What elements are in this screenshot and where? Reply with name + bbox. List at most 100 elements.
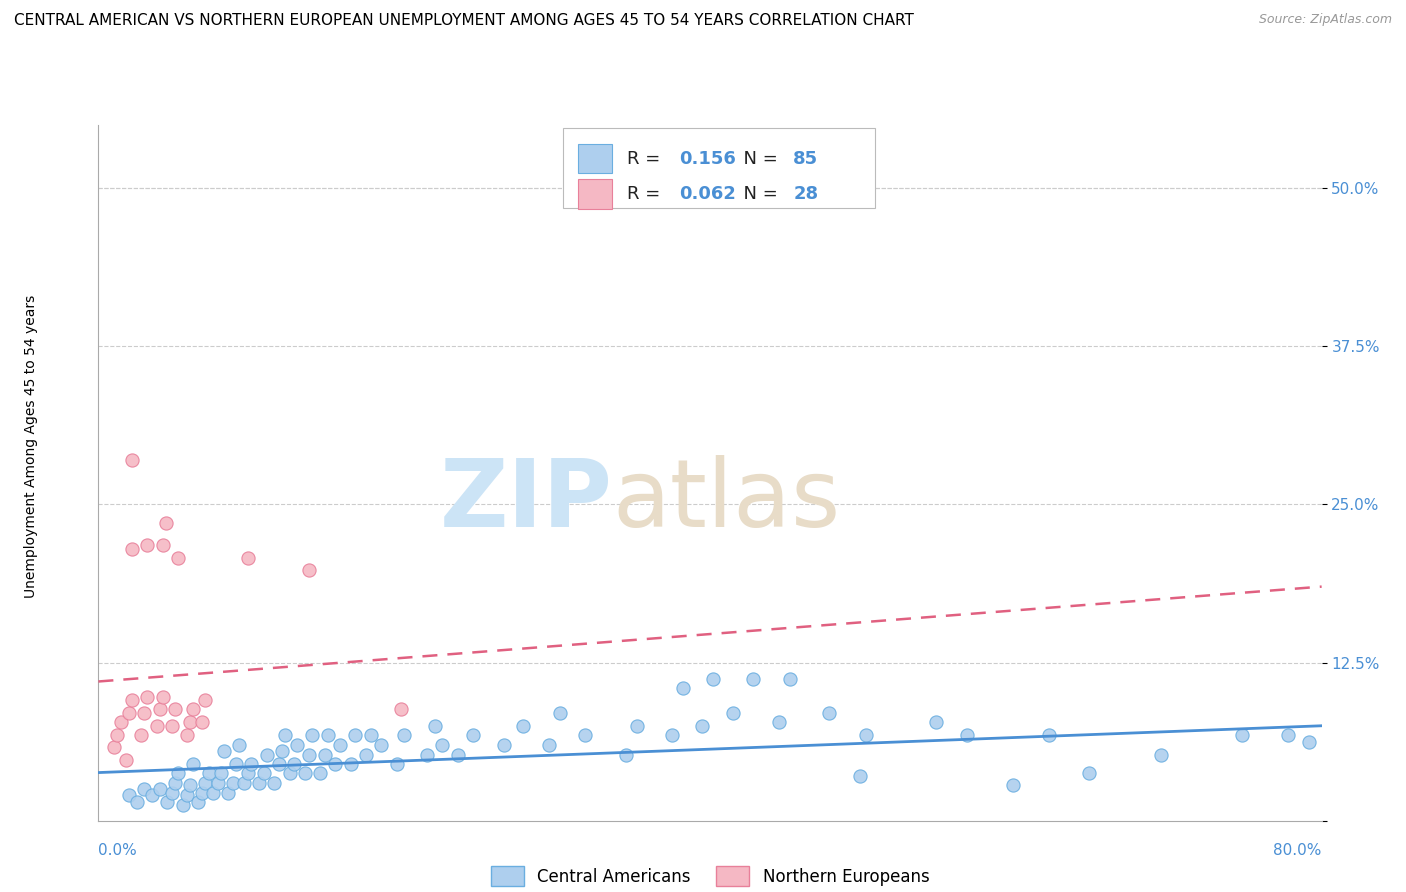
- Point: [212, 744, 235, 758]
- Point: [160, 719, 183, 733]
- Point: [692, 719, 714, 733]
- Point: [270, 744, 292, 758]
- Text: 0.156: 0.156: [679, 150, 737, 168]
- Point: [238, 550, 260, 565]
- Point: [538, 738, 561, 752]
- Point: [121, 693, 143, 707]
- Point: [461, 728, 484, 742]
- Point: [136, 690, 159, 704]
- Point: [925, 714, 948, 729]
- Point: [217, 786, 239, 800]
- Point: [105, 728, 128, 742]
- Point: [329, 738, 352, 752]
- Point: [152, 690, 174, 704]
- Point: [247, 775, 270, 789]
- Point: [274, 728, 297, 742]
- Point: [222, 775, 245, 789]
- Point: [225, 756, 247, 771]
- Point: [370, 738, 392, 752]
- Point: [163, 702, 186, 716]
- Text: R =: R =: [627, 150, 666, 168]
- Point: [548, 706, 571, 720]
- Point: [1298, 735, 1320, 749]
- Text: atlas: atlas: [612, 455, 841, 547]
- Point: [325, 756, 347, 771]
- Text: Unemployment Among Ages 45 to 54 years: Unemployment Among Ages 45 to 54 years: [24, 294, 38, 598]
- Text: R =: R =: [627, 185, 666, 203]
- Point: [354, 747, 377, 762]
- Point: [512, 719, 534, 733]
- Point: [240, 756, 263, 771]
- Point: [360, 728, 382, 742]
- Point: [176, 728, 198, 742]
- Point: [179, 714, 201, 729]
- Point: [614, 747, 637, 762]
- Text: 0.062: 0.062: [679, 185, 737, 203]
- Text: 0.0%: 0.0%: [98, 843, 138, 858]
- Point: [118, 789, 141, 803]
- Point: [121, 453, 143, 467]
- Point: [103, 740, 125, 755]
- Point: [278, 765, 301, 780]
- Point: [267, 756, 290, 771]
- Point: [152, 538, 174, 552]
- Point: [285, 738, 308, 752]
- Point: [956, 728, 979, 742]
- Point: [423, 719, 446, 733]
- Point: [263, 775, 285, 789]
- Point: [671, 681, 693, 695]
- Point: [209, 765, 232, 780]
- Point: [741, 672, 763, 686]
- Text: 85: 85: [793, 150, 818, 168]
- Point: [283, 756, 305, 771]
- Point: [191, 714, 214, 729]
- Point: [392, 728, 416, 742]
- Point: [855, 728, 877, 742]
- Legend: Central Americans, Northern Europeans: Central Americans, Northern Europeans: [484, 860, 936, 892]
- Point: [314, 747, 336, 762]
- Point: [187, 795, 209, 809]
- Point: [702, 672, 724, 686]
- Point: [492, 738, 515, 752]
- Point: [252, 765, 274, 780]
- Point: [309, 765, 332, 780]
- Point: [121, 541, 143, 556]
- Point: [155, 516, 177, 531]
- Point: [298, 747, 321, 762]
- FancyBboxPatch shape: [578, 179, 612, 209]
- Point: [125, 795, 148, 809]
- Point: [339, 756, 361, 771]
- Point: [163, 775, 186, 789]
- Point: [172, 798, 194, 813]
- Point: [118, 706, 141, 720]
- Point: [160, 786, 183, 800]
- Point: [626, 719, 648, 733]
- Point: [207, 775, 229, 789]
- Point: [574, 728, 596, 742]
- Point: [849, 769, 872, 783]
- Point: [432, 738, 454, 752]
- Point: [1150, 747, 1173, 762]
- Point: [194, 693, 217, 707]
- Text: 80.0%: 80.0%: [1274, 843, 1322, 858]
- Point: [818, 706, 841, 720]
- Point: [661, 728, 683, 742]
- Point: [110, 714, 132, 729]
- FancyBboxPatch shape: [564, 128, 875, 209]
- Point: [194, 775, 217, 789]
- Point: [344, 728, 367, 742]
- Point: [149, 782, 172, 797]
- Point: [232, 775, 254, 789]
- Point: [721, 706, 744, 720]
- Point: [389, 702, 412, 716]
- Point: [197, 765, 219, 780]
- Point: [129, 728, 152, 742]
- Point: [115, 753, 138, 767]
- Point: [134, 706, 156, 720]
- Point: [316, 728, 339, 742]
- Point: [294, 765, 316, 780]
- Text: CENTRAL AMERICAN VS NORTHERN EUROPEAN UNEMPLOYMENT AMONG AGES 45 TO 54 YEARS COR: CENTRAL AMERICAN VS NORTHERN EUROPEAN UN…: [14, 13, 914, 29]
- Point: [156, 795, 179, 809]
- Text: N =: N =: [733, 185, 783, 203]
- Point: [301, 728, 323, 742]
